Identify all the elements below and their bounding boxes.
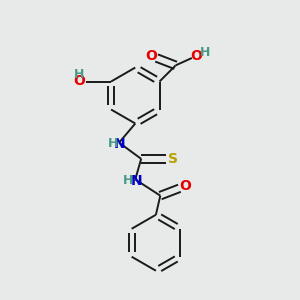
Text: O: O bbox=[191, 49, 203, 63]
Text: O: O bbox=[74, 74, 86, 88]
Text: H: H bbox=[107, 137, 118, 150]
Text: N: N bbox=[130, 174, 142, 188]
Text: O: O bbox=[145, 49, 157, 63]
Text: H: H bbox=[200, 46, 210, 59]
Text: H: H bbox=[74, 68, 85, 81]
Text: N: N bbox=[114, 136, 126, 151]
Text: S: S bbox=[168, 152, 178, 166]
Text: O: O bbox=[179, 179, 191, 193]
Text: H: H bbox=[123, 174, 134, 188]
